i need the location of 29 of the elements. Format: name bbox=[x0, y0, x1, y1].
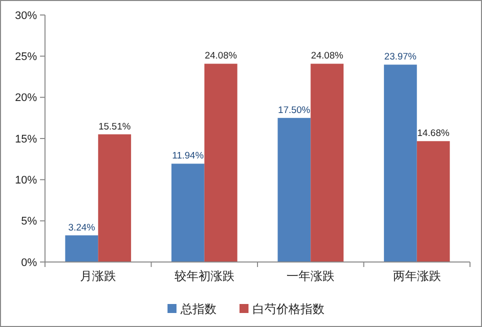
y-tick-label: 25% bbox=[14, 51, 38, 64]
data-label: 11.94% bbox=[172, 150, 204, 162]
bar bbox=[65, 235, 98, 262]
y-tick-label: 0% bbox=[21, 256, 38, 269]
bar bbox=[98, 134, 132, 262]
bar bbox=[384, 64, 417, 262]
bar bbox=[310, 64, 344, 262]
bar bbox=[278, 118, 311, 262]
bar bbox=[416, 141, 450, 262]
x-tick-label: 两年涨跌 bbox=[392, 269, 441, 283]
y-tick-label: 10% bbox=[14, 174, 38, 187]
data-label: 17.50% bbox=[278, 104, 311, 116]
x-tick-label: 月涨跌 bbox=[80, 269, 116, 283]
data-label: 3.24% bbox=[68, 222, 96, 234]
x-tick-label: 一年涨跌 bbox=[286, 269, 335, 283]
bar bbox=[171, 164, 204, 262]
legend-label: 白芍价格指数 bbox=[252, 302, 324, 316]
data-label: 23.97% bbox=[384, 52, 418, 63]
bar bbox=[204, 64, 238, 262]
y-tick-label: 30% bbox=[14, 10, 38, 22]
y-tick-label: 5% bbox=[21, 216, 38, 228]
legend-label: 总指数 bbox=[180, 302, 216, 316]
y-tick-label: 15% bbox=[14, 133, 38, 146]
data-label: 24.08% bbox=[310, 50, 344, 62]
data-label: 15.51% bbox=[98, 121, 132, 132]
y-tick-label: 20% bbox=[14, 92, 38, 104]
data-label: 24.08% bbox=[204, 50, 238, 62]
data-label: 14.68% bbox=[417, 128, 450, 140]
x-tick-label: 较年初涨跌 bbox=[174, 269, 234, 283]
